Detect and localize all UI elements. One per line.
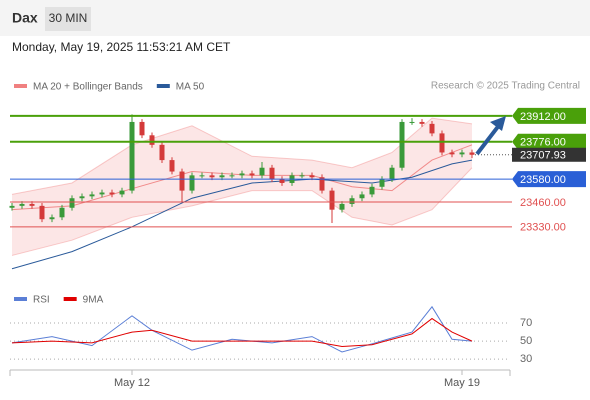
candle-body	[9, 205, 15, 208]
level-box	[512, 107, 586, 124]
legend-swatch	[156, 84, 170, 88]
candle-body	[19, 203, 25, 206]
level-label: 23912.00	[520, 111, 566, 123]
bollinger-fill	[12, 118, 472, 256]
forecast-arrow	[475, 122, 502, 156]
level-label: 23580.00	[520, 174, 566, 186]
candle-body	[249, 173, 255, 176]
y-tick-label: 50	[520, 335, 532, 347]
candle-body	[379, 179, 385, 187]
candle-body	[109, 192, 115, 195]
symbol: Dax	[12, 10, 38, 26]
candle-body	[89, 194, 95, 197]
candle-body	[339, 203, 345, 210]
top-bar	[0, 0, 590, 36]
candle-body	[209, 175, 215, 178]
candle-body	[409, 121, 415, 123]
forecast-arrowhead	[490, 116, 506, 131]
indicator-line	[11, 317, 473, 348]
candle-body	[329, 190, 335, 210]
candle-body	[39, 205, 45, 220]
legend-swatch	[63, 297, 77, 301]
candle-body	[179, 171, 185, 191]
candle-body	[459, 152, 465, 155]
x-tick-label: May 19	[444, 377, 480, 389]
candle-body	[69, 198, 75, 208]
candle-body	[349, 198, 355, 204]
bollinger-lower	[11, 167, 473, 256]
candle-body	[229, 175, 235, 177]
candle-body	[279, 179, 285, 183]
candle-body	[239, 173, 245, 176]
credit: Research © 2025 Trading Central	[431, 81, 580, 92]
candle-body	[439, 133, 445, 153]
current-price-box	[512, 147, 586, 162]
candle-body	[269, 167, 275, 180]
bollinger-upper	[11, 117, 473, 195]
candle-body	[119, 190, 125, 195]
candle-body	[199, 175, 205, 177]
legend-label: 9MA	[83, 295, 104, 306]
legend-label: MA 20 + Bollinger Bands	[33, 82, 143, 93]
candle-body	[469, 152, 475, 155]
level-label: 23330.00	[520, 222, 566, 234]
candle-body	[139, 121, 145, 136]
candle-body	[99, 192, 105, 195]
candle-body	[419, 121, 425, 124]
x-tick-label: May 12	[114, 377, 150, 389]
candle-body	[259, 167, 265, 176]
candle-body	[449, 152, 455, 155]
candle-body	[319, 177, 325, 191]
interval[interactable]: 30 MIN	[49, 11, 88, 25]
level-label: 23776.00	[520, 137, 566, 149]
candle-body	[129, 121, 135, 191]
current-price-label: 23707.93	[520, 150, 566, 162]
candle-body	[149, 135, 155, 145]
candle-body	[29, 203, 35, 206]
candle-body	[309, 175, 315, 178]
candle-body	[429, 123, 435, 134]
datetime: Monday, May 19, 2025 11:53:21 AM CET	[12, 40, 231, 54]
candle-body	[159, 144, 165, 161]
legend-swatch	[14, 297, 27, 301]
legend-label: MA 50	[176, 82, 205, 93]
candle-body	[189, 175, 195, 191]
candle-body	[389, 167, 395, 180]
y-tick-label: 30	[520, 353, 532, 365]
legend-swatch	[14, 84, 27, 88]
candle-body	[49, 217, 55, 220]
candle-body	[79, 196, 85, 199]
candle-body	[369, 186, 375, 195]
candle-body	[359, 194, 365, 199]
candle-body	[399, 121, 405, 168]
candle-body	[219, 175, 225, 178]
candle-body	[299, 175, 305, 177]
legend-label: RSI	[33, 295, 50, 306]
level-box	[512, 171, 586, 188]
level-box	[512, 133, 586, 150]
candle-body	[169, 160, 175, 172]
y-tick-label: 70	[520, 317, 532, 329]
indicator-line	[11, 305, 473, 353]
candle-body	[59, 207, 65, 218]
level-label: 23460.00	[520, 197, 566, 209]
interval-button[interactable]	[45, 7, 91, 31]
